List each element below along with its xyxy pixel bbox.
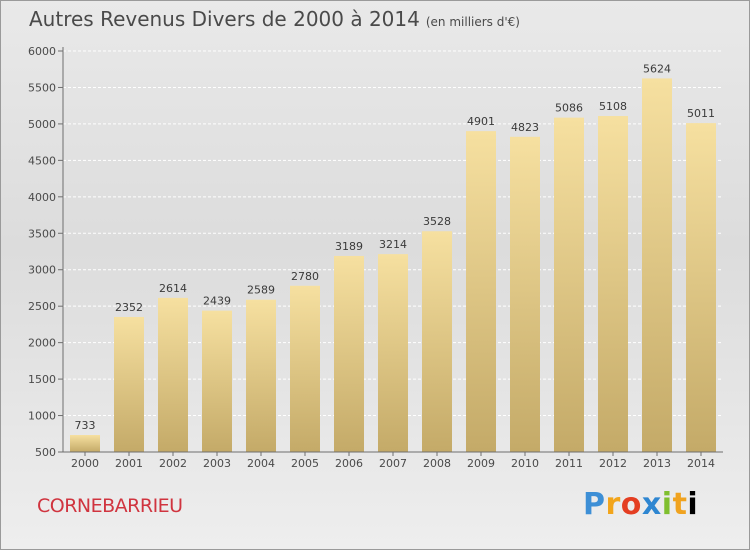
y-tick-label: 3500 <box>28 227 56 240</box>
proxiti-logo: Proxiti <box>583 487 698 522</box>
y-tick-label: 6000 <box>28 45 56 58</box>
data-label: 4823 <box>511 121 539 134</box>
x-tick-label: 2010 <box>511 457 539 470</box>
y-tick-label: 2500 <box>28 300 56 313</box>
bar <box>642 78 672 452</box>
bar <box>202 310 232 452</box>
bar <box>70 435 100 452</box>
data-label: 4901 <box>467 115 495 128</box>
x-tick-label: 2002 <box>159 457 187 470</box>
bars <box>70 78 716 453</box>
y-tick-label: 3000 <box>28 264 56 277</box>
data-label: 3528 <box>423 215 451 228</box>
logo-letter: t <box>672 487 688 522</box>
data-label: 2439 <box>203 295 231 308</box>
y-tick-label: 4500 <box>28 154 56 167</box>
x-tick-label: 2000 <box>71 457 99 470</box>
logo-letter: o <box>620 487 642 522</box>
logo-letter: P <box>583 487 606 522</box>
x-tick-label: 2007 <box>379 457 407 470</box>
bar <box>246 299 276 452</box>
chart-title: Autres Revenus Divers de 2000 à 2014 (en … <box>29 7 520 31</box>
bar <box>510 136 540 452</box>
x-tick-label: 2014 <box>687 457 715 470</box>
y-tick-label: 4000 <box>28 191 56 204</box>
data-label: 5624 <box>643 62 671 75</box>
y-tick-label: 500 <box>35 446 56 459</box>
data-label: 2352 <box>115 301 143 314</box>
x-tick-label: 2004 <box>247 457 275 470</box>
logo-letter: x <box>641 487 662 522</box>
chart-subtitle: (en milliers d'€) <box>425 15 520 29</box>
x-tick-label: 2003 <box>203 457 231 470</box>
x-tick-label: 2012 <box>599 457 627 470</box>
commune-name: CORNEBARRIEU <box>37 495 183 517</box>
bar <box>378 254 408 452</box>
data-label: 3214 <box>379 238 407 251</box>
data-labels: 733 2352 2614 2439 2589 2780 3189 3214 3528 4901 4… <box>75 62 716 432</box>
x-tick-label: 2005 <box>291 457 319 470</box>
bar <box>290 285 320 452</box>
data-label: 2589 <box>247 284 275 297</box>
bar <box>158 297 188 452</box>
data-label: 5011 <box>687 107 715 120</box>
y-tick-label: 1000 <box>28 410 56 423</box>
y-tick-label: 5500 <box>28 81 56 94</box>
logo-letter: i <box>687 487 699 522</box>
data-label: 2614 <box>159 282 187 295</box>
x-tick-label: 2001 <box>115 457 143 470</box>
data-label: 3189 <box>335 240 363 253</box>
axes: 500 1000 1500 2000 2500 3000 3500 4000 4500 5000 5… <box>28 45 723 470</box>
bar <box>114 316 144 452</box>
bar <box>554 117 584 452</box>
bar <box>686 123 716 453</box>
x-tick-label: 2008 <box>423 457 451 470</box>
data-label: 733 <box>75 419 96 432</box>
x-tick-label: 2013 <box>643 457 671 470</box>
y-tick-label: 2000 <box>28 337 56 350</box>
bar <box>334 255 364 452</box>
data-label: 5108 <box>599 100 627 113</box>
data-label: 2780 <box>291 270 319 283</box>
bar <box>466 131 496 453</box>
logo-letter: r <box>605 487 621 522</box>
data-label: 5086 <box>555 102 583 115</box>
logo-letter: i <box>661 487 673 522</box>
bar <box>598 116 628 452</box>
x-tick-label: 2006 <box>335 457 363 470</box>
y-tick-label: 5000 <box>28 118 56 131</box>
bar <box>422 231 452 452</box>
x-tick-label: 2011 <box>555 457 583 470</box>
y-tick-label: 1500 <box>28 373 56 386</box>
x-tick-label: 2009 <box>467 457 495 470</box>
chart-title-text: Autres Revenus Divers de 2000 à 2014 <box>29 7 420 31</box>
